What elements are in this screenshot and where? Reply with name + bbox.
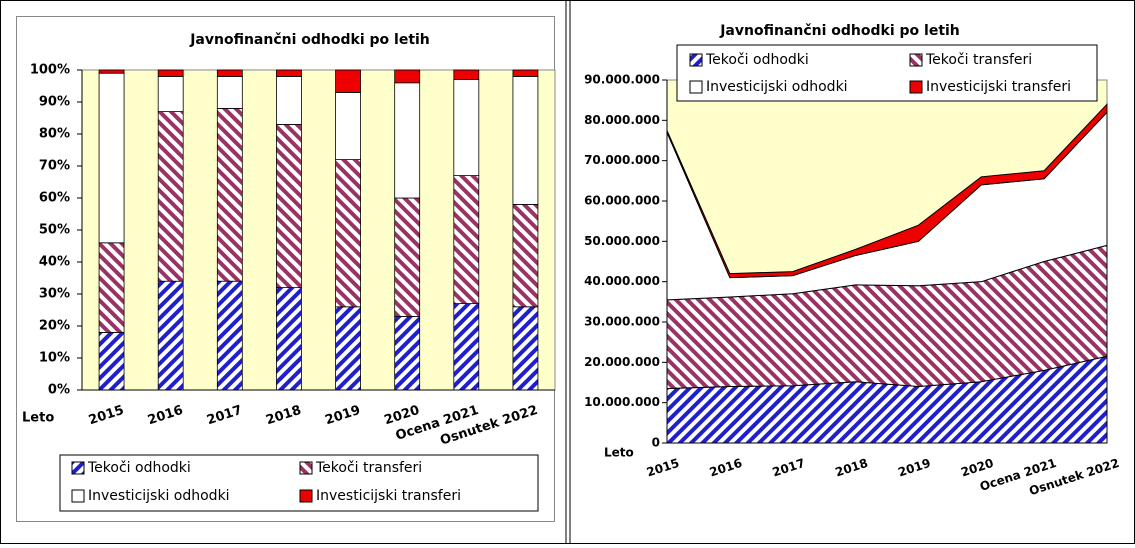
y-tick-label: 0% — [48, 383, 70, 398]
legend-swatch — [909, 53, 923, 67]
y-tick-label: 10% — [39, 351, 70, 366]
legend-swatch — [299, 489, 313, 503]
legend-label: Tekoči odhodki — [705, 52, 809, 68]
legend-label: Investicijski transferi — [316, 488, 461, 504]
bar-segment — [453, 175, 480, 305]
bar-segment — [216, 108, 243, 282]
y-tick-label: 80.000.000 — [584, 113, 660, 127]
y-tick-label: 40.000.000 — [584, 274, 660, 288]
bar-segment — [98, 69, 125, 74]
bar-segment — [394, 315, 421, 391]
legend-swatch — [689, 53, 703, 67]
y-tick-label: 50% — [39, 223, 70, 238]
bar-segment — [335, 159, 361, 308]
bar-segment — [512, 306, 539, 391]
legend-label: Investicijski odhodki — [88, 488, 230, 504]
bar-segment — [512, 203, 539, 308]
chart-title: Javnofinančni odhodki po letih — [189, 32, 430, 48]
y-tick-label: 50.000.000 — [584, 234, 660, 248]
bar-segment — [335, 306, 361, 391]
legend-swatch — [909, 80, 923, 94]
y-tick-label: 0 — [652, 436, 660, 450]
bar-segment — [394, 197, 421, 317]
legend-label: Investicijski transferi — [926, 79, 1071, 95]
area — [666, 102, 1108, 279]
x-axis-label: Leto — [22, 411, 54, 426]
bar-segment — [335, 92, 361, 160]
bar-segment — [276, 287, 302, 391]
y-tick-label: 10.000.000 — [584, 395, 660, 409]
chart-title: Javnofinančni odhodki po letih — [719, 23, 960, 39]
bar-segment — [216, 76, 243, 109]
y-tick-label: 90.000.000 — [584, 73, 660, 87]
bar-segment — [453, 69, 480, 81]
bar-segment — [394, 82, 421, 199]
plot-area — [81, 69, 556, 391]
legend-swatch — [689, 80, 703, 94]
legend-swatch — [71, 489, 85, 503]
y-tick-label: 30.000.000 — [584, 315, 660, 329]
legend-box — [676, 44, 1098, 102]
legend-label: Tekoči transferi — [925, 52, 1032, 68]
bar-segment — [276, 76, 302, 125]
bar-segment — [512, 69, 539, 77]
bar-segment — [98, 72, 125, 244]
bar-segment — [157, 69, 184, 77]
y-tick-label: 80% — [39, 127, 70, 142]
legend-box — [59, 454, 539, 512]
bar-segment — [453, 303, 480, 391]
y-tick-label: 60% — [39, 191, 70, 206]
legend-label: Tekoči transferi — [315, 460, 422, 476]
bar-segment — [98, 331, 125, 391]
bar-segment — [157, 76, 184, 113]
legend-label: Investicijski odhodki — [706, 79, 848, 95]
y-tick-label: 70% — [39, 159, 70, 174]
legend-swatch — [299, 461, 313, 475]
y-tick-label: 30% — [39, 287, 70, 302]
bar-segment — [512, 76, 539, 205]
x-axis-label: Leto — [604, 446, 634, 460]
legend-swatch — [71, 461, 85, 475]
y-tick-label: 90% — [39, 95, 70, 110]
y-tick-label: 100% — [30, 63, 70, 78]
bar-segment — [157, 111, 184, 282]
bar-segment — [276, 124, 302, 288]
y-tick-label: 60.000.000 — [584, 194, 660, 208]
y-tick-label: 20.000.000 — [584, 355, 660, 369]
y-tick-label: 40% — [39, 255, 70, 270]
y-tick-label: 20% — [39, 319, 70, 334]
y-tick-label: 70.000.000 — [584, 153, 660, 167]
bar-segment — [216, 280, 243, 391]
bar-segment — [216, 69, 243, 77]
bar-segment — [157, 280, 184, 391]
bar-segment — [98, 242, 125, 333]
bar-segment — [394, 69, 421, 84]
bar-segment — [453, 79, 480, 176]
bar-segment — [276, 69, 302, 77]
legend-label: Tekoči odhodki — [87, 460, 191, 476]
bar-segment — [335, 69, 361, 93]
